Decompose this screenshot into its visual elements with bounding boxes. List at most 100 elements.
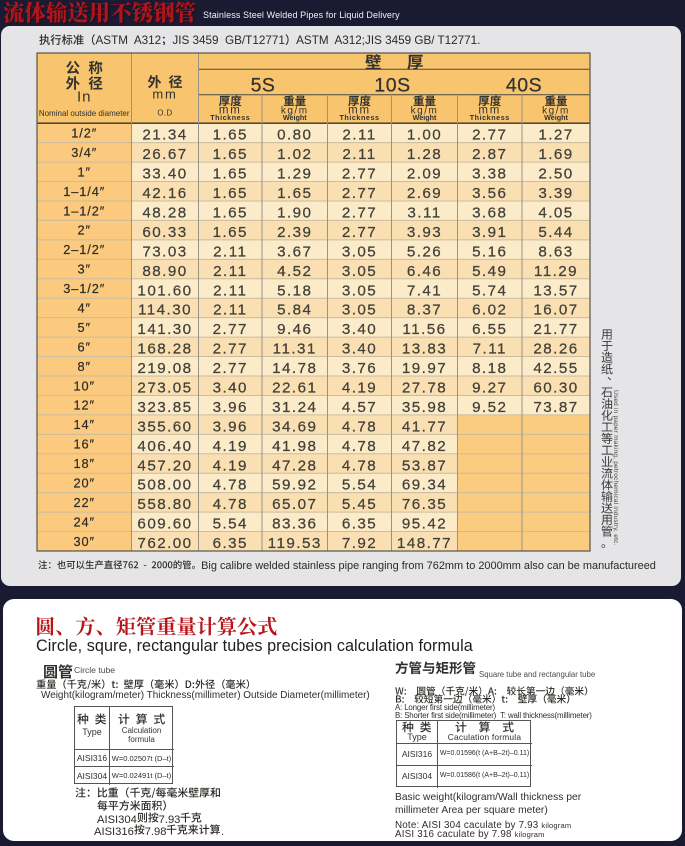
svg-text:65.07: 65.07 [272, 496, 317, 513]
svg-text:355.60: 355.60 [137, 418, 192, 435]
svg-text:2.77: 2.77 [342, 166, 377, 183]
svg-text:457.20: 457.20 [137, 457, 192, 474]
svg-text:6.46: 6.46 [407, 263, 442, 280]
svg-text:9.52: 9.52 [472, 399, 507, 416]
svg-text:2.11: 2.11 [213, 282, 247, 299]
svg-text:88.90: 88.90 [142, 263, 187, 280]
svg-text:2″: 2″ [77, 223, 90, 238]
svg-text:6.02: 6.02 [472, 302, 507, 319]
svg-text:mm: mm [348, 104, 371, 116]
svg-text:2.77: 2.77 [342, 224, 377, 241]
svg-text:kg/m: kg/m [542, 105, 570, 116]
svg-text:4.78: 4.78 [342, 418, 377, 435]
svg-text:16.07: 16.07 [533, 302, 578, 319]
svg-text:4.78: 4.78 [213, 477, 248, 494]
svg-text:53.87: 53.87 [402, 457, 447, 474]
svg-text:2.11: 2.11 [213, 243, 247, 260]
svg-text:3.11: 3.11 [407, 204, 441, 221]
svg-text:2.69: 2.69 [407, 185, 442, 202]
svg-text:1.65: 1.65 [213, 185, 248, 202]
svg-text:3.39: 3.39 [538, 185, 573, 202]
svg-text:3.91: 3.91 [472, 224, 507, 241]
svg-text:9.27: 9.27 [472, 379, 507, 396]
svg-text:42.55: 42.55 [533, 360, 578, 377]
svg-text:76.35: 76.35 [402, 496, 447, 513]
svg-text:1/2″: 1/2″ [71, 126, 97, 141]
svg-text:41.77: 41.77 [402, 418, 447, 435]
svg-text:2.11: 2.11 [213, 302, 247, 319]
svg-text:19.97: 19.97 [402, 360, 447, 377]
svg-text:762.00: 762.00 [137, 535, 192, 552]
svg-text:3.05: 3.05 [342, 282, 377, 299]
svg-text:5.54: 5.54 [342, 477, 377, 494]
svg-text:114.30: 114.30 [138, 302, 192, 319]
svg-text:mm: mm [219, 104, 242, 116]
svg-text:8″: 8″ [77, 359, 90, 374]
svg-text:11.31: 11.31 [273, 341, 317, 358]
svg-text:Thickness: Thickness [210, 113, 250, 122]
svg-text:4.19: 4.19 [213, 438, 248, 455]
svg-text:4.19: 4.19 [342, 379, 377, 396]
svg-text:73.03: 73.03 [142, 243, 187, 260]
svg-text:5.84: 5.84 [277, 302, 312, 319]
svg-text:558.80: 558.80 [137, 496, 192, 513]
svg-text:1.27: 1.27 [538, 127, 573, 144]
svg-text:2.50: 2.50 [538, 166, 573, 183]
svg-text:1.65: 1.65 [213, 146, 248, 163]
svg-text:3.93: 3.93 [407, 224, 442, 241]
svg-text:22″: 22″ [73, 495, 94, 510]
svg-text:2.77: 2.77 [342, 185, 377, 202]
svg-text:13.83: 13.83 [402, 341, 447, 358]
svg-text:1–1/4″: 1–1/4″ [63, 184, 105, 199]
svg-text:3.56: 3.56 [472, 185, 507, 202]
svg-text:1.00: 1.00 [407, 127, 442, 144]
svg-text:10S: 10S [374, 74, 410, 96]
svg-text:5.45: 5.45 [342, 496, 377, 513]
svg-text:5.26: 5.26 [407, 243, 442, 260]
svg-text:6.55: 6.55 [472, 321, 507, 338]
svg-text:28.26: 28.26 [533, 341, 578, 358]
svg-text:1.65: 1.65 [213, 224, 248, 241]
svg-text:2.39: 2.39 [277, 224, 312, 241]
svg-text:48.28: 48.28 [142, 204, 187, 221]
svg-text:10″: 10″ [73, 378, 94, 393]
svg-text:3.05: 3.05 [342, 243, 377, 260]
svg-text:22.61: 22.61 [272, 379, 317, 396]
svg-text:168.28: 168.28 [137, 341, 192, 358]
svg-text:9.46: 9.46 [277, 321, 312, 338]
svg-text:7.41: 7.41 [407, 282, 442, 299]
svg-text:41.98: 41.98 [272, 438, 317, 455]
svg-text:12″: 12″ [73, 398, 94, 413]
svg-text:83.36: 83.36 [272, 516, 317, 533]
svg-text:3.68: 3.68 [472, 204, 507, 221]
svg-text:O.D: O.D [157, 109, 172, 118]
svg-text:3/4″: 3/4″ [71, 145, 97, 160]
svg-text:4.05: 4.05 [538, 204, 573, 221]
svg-text:kg/m: kg/m [281, 105, 309, 116]
svg-text:20″: 20″ [73, 476, 94, 491]
svg-text:8.37: 8.37 [407, 302, 442, 319]
svg-text:5″: 5″ [77, 320, 90, 335]
svg-text:Weight: Weight [544, 113, 568, 122]
svg-text:21.34: 21.34 [142, 127, 187, 144]
svg-text:6.35: 6.35 [213, 535, 248, 552]
svg-text:7.92: 7.92 [342, 535, 377, 552]
svg-text:1.65: 1.65 [213, 127, 248, 144]
svg-text:24″: 24″ [73, 514, 94, 529]
svg-text:59.92: 59.92 [272, 477, 317, 494]
svg-text:Weight: Weight [413, 113, 437, 122]
svg-text:4.78: 4.78 [342, 438, 377, 455]
svg-text:3.76: 3.76 [342, 360, 377, 377]
svg-text:26.67: 26.67 [142, 146, 187, 163]
svg-text:1.65: 1.65 [213, 166, 248, 183]
svg-text:2.77: 2.77 [472, 127, 507, 144]
svg-text:21.77: 21.77 [533, 321, 578, 338]
svg-text:47.28: 47.28 [272, 457, 317, 474]
svg-text:60.33: 60.33 [142, 224, 187, 241]
svg-text:3.05: 3.05 [342, 302, 377, 319]
svg-text:14.78: 14.78 [272, 360, 317, 377]
svg-text:42.16: 42.16 [142, 185, 187, 202]
svg-text:35.98: 35.98 [402, 399, 447, 416]
svg-text:8.18: 8.18 [472, 360, 507, 377]
svg-text:2–1/2″: 2–1/2″ [63, 242, 105, 257]
